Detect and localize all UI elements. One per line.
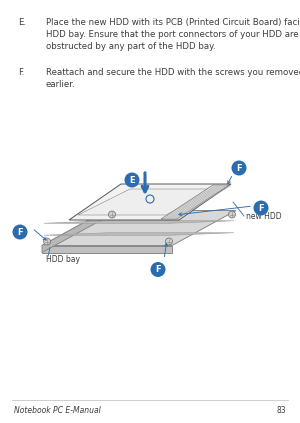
Circle shape — [44, 238, 50, 245]
Polygon shape — [42, 211, 236, 245]
Text: HDD bay: HDD bay — [46, 255, 80, 264]
Text: Notebook PC E-Manual: Notebook PC E-Manual — [14, 406, 101, 415]
Text: Place the new HDD with its PCB (Printed Circuit Board) facing the
HDD bay. Ensur: Place the new HDD with its PCB (Printed … — [46, 18, 300, 51]
Text: F: F — [236, 164, 242, 173]
Text: new HDD: new HDD — [246, 212, 282, 220]
Text: E.: E. — [18, 18, 26, 27]
Circle shape — [109, 211, 116, 218]
Circle shape — [166, 238, 172, 245]
Text: 83: 83 — [276, 406, 286, 415]
Circle shape — [124, 173, 140, 187]
Polygon shape — [78, 189, 218, 215]
Polygon shape — [161, 185, 229, 219]
Text: F: F — [155, 265, 161, 274]
Polygon shape — [42, 245, 172, 253]
Text: F: F — [258, 203, 264, 212]
Polygon shape — [44, 233, 234, 235]
Text: F.: F. — [18, 68, 24, 77]
Polygon shape — [42, 211, 106, 253]
Text: E: E — [129, 176, 135, 184]
Polygon shape — [44, 221, 234, 223]
Polygon shape — [69, 184, 231, 220]
Circle shape — [254, 201, 268, 215]
Text: F: F — [17, 228, 23, 236]
Circle shape — [13, 225, 28, 239]
Circle shape — [151, 262, 166, 277]
Circle shape — [229, 211, 236, 218]
Text: Reattach and secure the HDD with the screws you removed
earlier.: Reattach and secure the HDD with the scr… — [46, 68, 300, 89]
Circle shape — [232, 160, 247, 176]
